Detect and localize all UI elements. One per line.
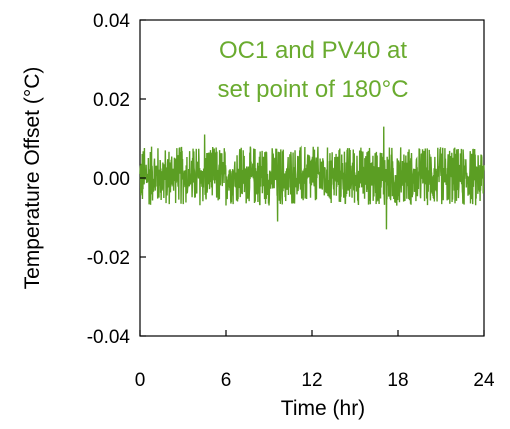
y-tick-label: -0.04 xyxy=(87,327,131,348)
y-axis-ticks: 0.04 0.02 0.00 -0.02 -0.04 xyxy=(87,11,146,348)
y-axis-title: Temperature Offset (°C) xyxy=(21,67,44,290)
y-tick-label: -0.02 xyxy=(87,248,130,269)
x-tick-label: 0 xyxy=(135,370,146,391)
x-tick-label: 12 xyxy=(301,370,322,391)
x-tick-label: 24 xyxy=(473,370,495,391)
x-axis-title: Time (hr) xyxy=(281,397,365,420)
y-tick-label: 0.04 xyxy=(93,11,130,32)
y-tick-label: 0.00 xyxy=(93,169,130,190)
series-line xyxy=(139,126,485,230)
x-tick-label: 18 xyxy=(387,370,408,391)
series-group xyxy=(139,126,485,230)
x-axis-ticks: 0 6 12 18 24 xyxy=(135,330,495,391)
y-tick-label: 0.02 xyxy=(93,90,130,111)
annotation-line-2: set point of 180°C xyxy=(217,76,408,103)
annotation-line-1: OC1 and PV40 at xyxy=(219,37,407,64)
x-tick-label: 6 xyxy=(221,370,232,391)
